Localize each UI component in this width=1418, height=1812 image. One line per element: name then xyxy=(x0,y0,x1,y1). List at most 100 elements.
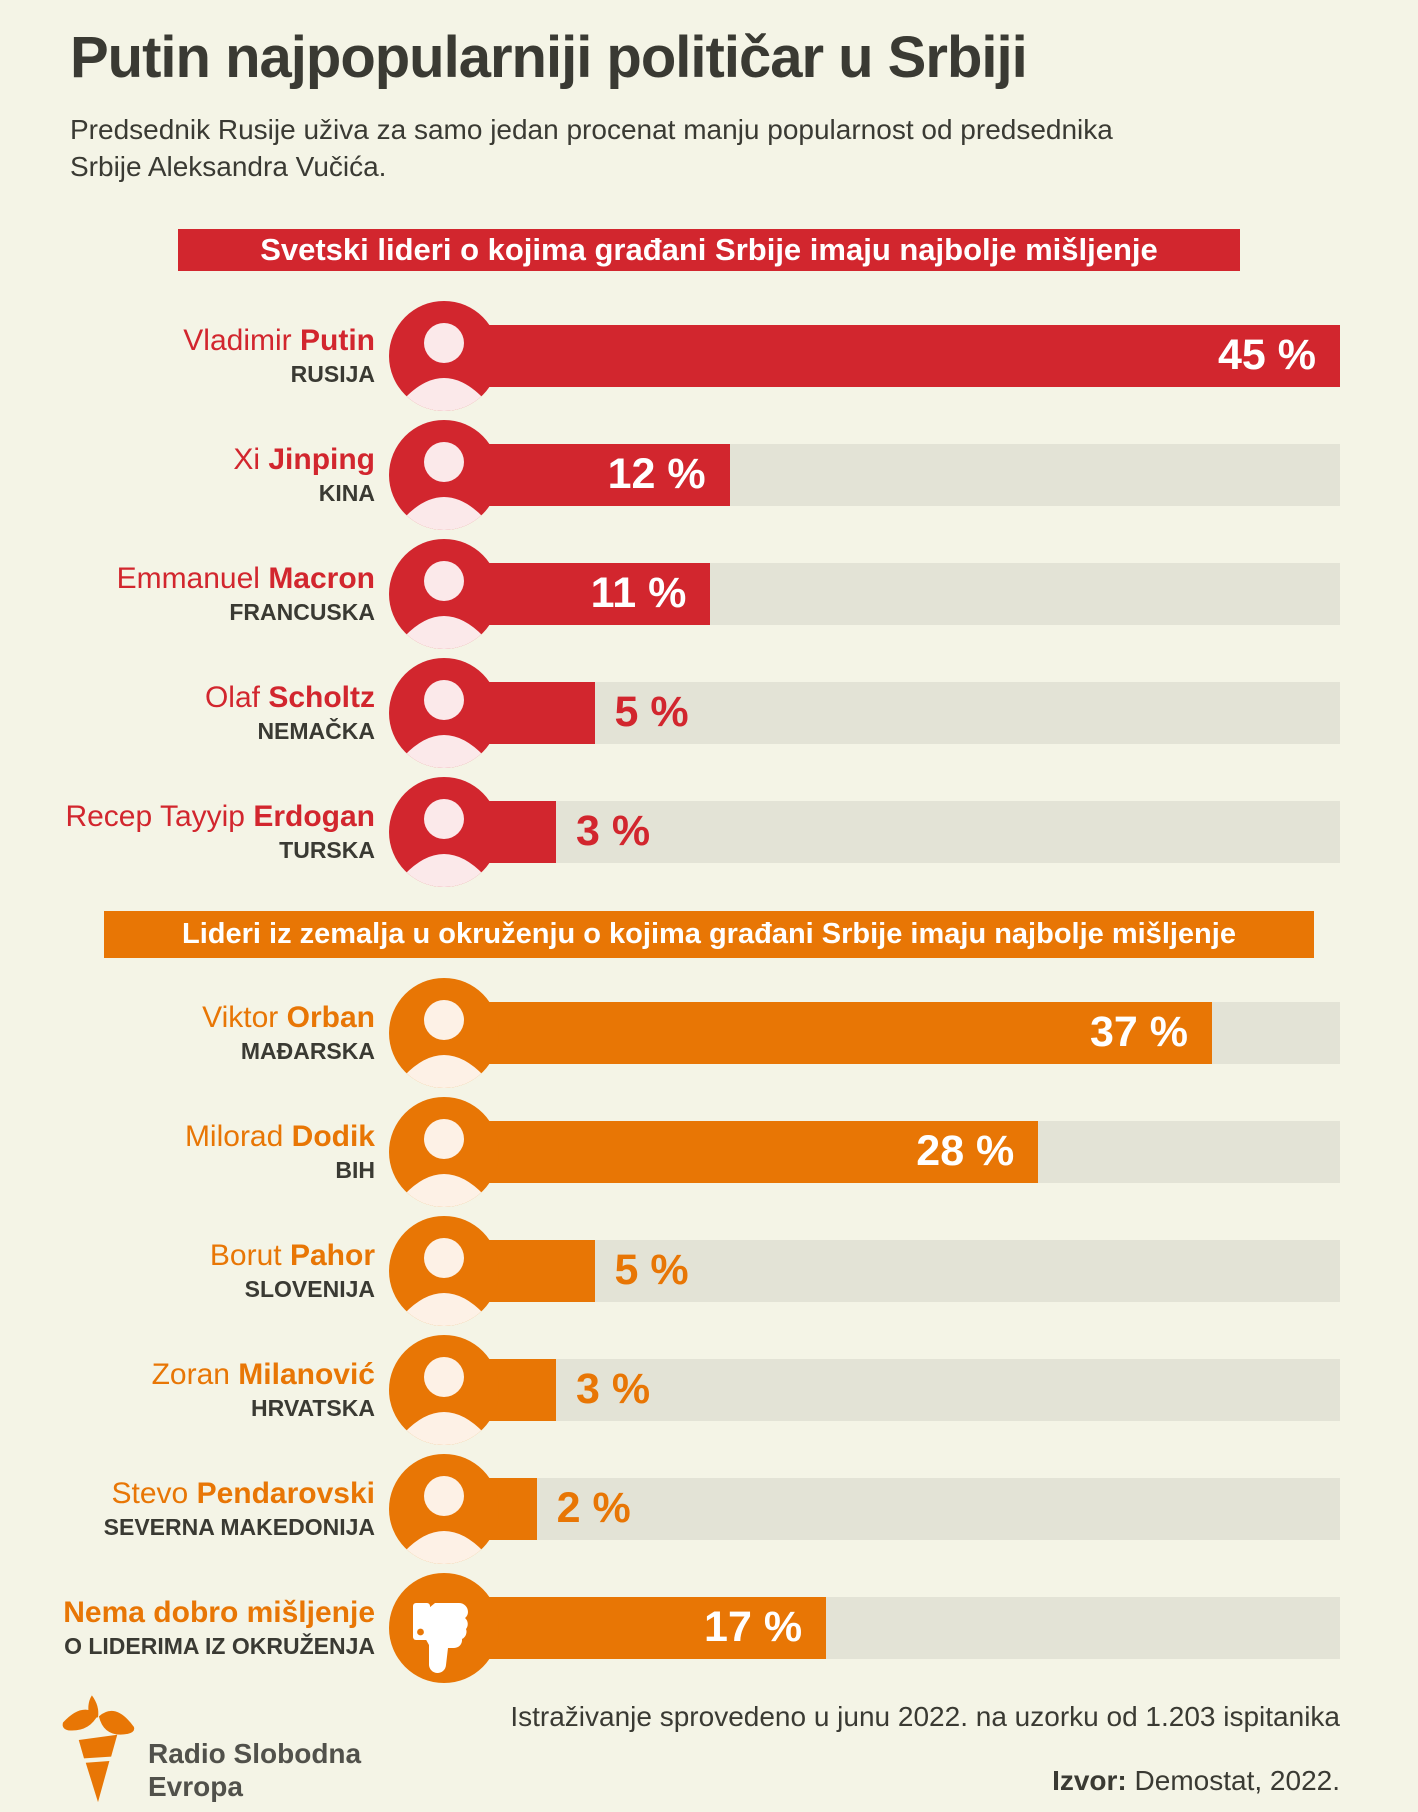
leader-name: Milorad Dodik xyxy=(184,1120,375,1154)
bar-track: 12 % xyxy=(463,443,1340,506)
bar-track: 2 % xyxy=(463,1477,1340,1540)
bar-fill: 11 % xyxy=(463,562,711,625)
source-note: Izvor: Demostat, 2022. xyxy=(510,1765,1340,1797)
no-good-opinion-row: Nema dobro mišljenje O LIDERIMA IZ OKRUŽ… xyxy=(0,1568,1418,1687)
leader-country: MAĐARSKA xyxy=(240,1037,375,1064)
leader-name: Olaf Scholtz xyxy=(204,681,375,715)
bar-track: 3 % xyxy=(463,800,1340,863)
leader-country: SEVERNA MAKEDONIJA xyxy=(103,1513,375,1540)
leader-row-putin: Vladimir Putin RUSIJA 45 % xyxy=(0,296,1418,415)
person-silhouette-icon xyxy=(404,798,484,887)
leader-row-macron: Emmanuel Macron FRANCUSKA 11 % xyxy=(0,534,1418,653)
leader-photo xyxy=(389,776,499,887)
subtitle-line-1: Predsednik Rusije uživa za samo jedan pr… xyxy=(70,113,1113,145)
leader-photo xyxy=(389,1215,499,1326)
bar-track: 5 % xyxy=(463,681,1340,744)
person-silhouette-icon xyxy=(404,1475,484,1564)
header: Putin najpopularniji političar u Srbiji … xyxy=(0,0,1418,185)
bar-track: 28 % xyxy=(463,1120,1340,1183)
bar-value-label: 45 % xyxy=(1217,331,1316,380)
leader-country: RUSIJA xyxy=(290,360,375,387)
leader-photo xyxy=(389,977,499,1088)
leader-row-erdogan: Recep Tayyip Erdogan TURSKA 3 % xyxy=(0,772,1418,891)
footer: Radio Slobodna Evropa Istraživanje sprov… xyxy=(0,1687,1418,1803)
bar-value-label: 12 % xyxy=(607,450,706,499)
page-subtitle: Predsednik Rusije uživa za samo jedan pr… xyxy=(70,111,1348,185)
bar-value-label: 17 % xyxy=(704,1603,803,1652)
bar-track: 5 % xyxy=(463,1239,1340,1302)
leader-photo xyxy=(389,419,499,530)
bar-value-label: 5 % xyxy=(614,1246,689,1295)
leader-label: Viktor Orban MAĐARSKA xyxy=(70,1001,375,1065)
thumbs-down-icon xyxy=(413,1602,468,1673)
leader-label: Stevo Pendarovski SEVERNA MAKEDONIJA xyxy=(70,1477,375,1541)
rse-torch-icon xyxy=(62,1695,135,1803)
person-silhouette-icon xyxy=(404,679,484,768)
no-good-opinion-label: Nema dobro mišljenje O LIDERIMA IZ OKRUŽ… xyxy=(63,1596,375,1660)
leader-label: Xi Jinping KINA xyxy=(70,443,375,507)
leader-name: Stevo Pendarovski xyxy=(111,1477,375,1511)
leader-country: FRANCUSKA xyxy=(229,598,375,625)
leader-name: Emmanuel Macron xyxy=(116,562,375,596)
leader-country: HRVATSKA xyxy=(251,1394,375,1421)
person-silhouette-icon xyxy=(404,1118,484,1207)
leader-photo xyxy=(389,657,499,768)
rse-logo-text: Radio Slobodna Evropa xyxy=(148,1738,362,1803)
bar-value-label: 3 % xyxy=(575,1365,651,1414)
no-good-opinion-subtitle: O LIDERIMA IZ OKRUŽENJA xyxy=(64,1632,375,1659)
world-leaders-chart: Vladimir Putin RUSIJA 45 % Xi Jinping KI… xyxy=(0,296,1418,891)
leader-country: SLOVENIJA xyxy=(244,1275,375,1302)
bar-track: 3 % xyxy=(463,1358,1340,1421)
leader-label: Zoran Milanović HRVATSKA xyxy=(70,1358,375,1422)
bar-fill: 12 % xyxy=(463,443,730,506)
bar-track: 37 % xyxy=(463,1001,1340,1064)
leader-row-dodik: Milorad Dodik BIH 28 % xyxy=(0,1092,1418,1211)
leader-country: TURSKA xyxy=(279,836,375,863)
leader-name: Vladimir Putin xyxy=(183,324,375,358)
bar-fill: 45 % xyxy=(463,324,1340,387)
person-silhouette-icon xyxy=(404,1237,484,1326)
leader-label: Milorad Dodik BIH xyxy=(70,1120,375,1184)
leader-label: Borut Pahor SLOVENIJA xyxy=(70,1239,375,1303)
leader-label: Recep Tayyip Erdogan TURSKA xyxy=(65,800,375,864)
leader-row-xi: Xi Jinping KINA 12 % xyxy=(0,415,1418,534)
bar-track: 45 % xyxy=(463,324,1340,387)
leader-row-orban: Viktor Orban MAĐARSKA 37 % xyxy=(0,973,1418,1092)
leader-row-milanovic: Zoran Milanović HRVATSKA 3 % xyxy=(0,1330,1418,1449)
section-header-world-leaders: Svetski lideri o kojima građani Srbije i… xyxy=(178,229,1240,272)
leader-label: Emmanuel Macron FRANCUSKA xyxy=(70,562,375,626)
person-silhouette-icon xyxy=(404,999,484,1088)
bar-value-label: 5 % xyxy=(614,688,689,737)
no-good-opinion-title: Nema dobro mišljenje xyxy=(63,1596,375,1630)
leader-photo xyxy=(389,1096,499,1207)
leader-country: NEMAČKA xyxy=(257,717,375,744)
bar-value-label: 2 % xyxy=(556,1484,631,1533)
footnotes: Istraživanje sprovedeno u junu 2022. na … xyxy=(510,1691,1340,1797)
leader-row-scholtz: Olaf Scholtz NEMAČKA 5 % xyxy=(0,653,1418,772)
source-value: Demostat, 2022. xyxy=(1126,1765,1340,1797)
leader-name: Borut Pahor xyxy=(209,1239,375,1273)
rse-logo: Radio Slobodna Evropa xyxy=(58,1691,361,1803)
regional-leaders-chart: Viktor Orban MAĐARSKA 37 % Milorad Dodik… xyxy=(0,973,1418,1687)
bar-value-label: 3 % xyxy=(575,807,651,856)
person-silhouette-icon xyxy=(404,322,484,411)
source-label: Izvor: xyxy=(1052,1765,1127,1797)
leader-name: Recep Tayyip Erdogan xyxy=(65,800,375,834)
leader-photo xyxy=(389,538,499,649)
section-header-regional-leaders: Lideri iz zemalja u okruženju o kojima g… xyxy=(104,911,1314,959)
bar-fill: 37 % xyxy=(463,1001,1212,1064)
subtitle-line-2: Srbije Aleksandra Vučića. xyxy=(70,151,387,183)
leader-name: Xi Jinping xyxy=(233,443,375,477)
bar-value-label: 37 % xyxy=(1089,1008,1188,1057)
leader-name: Viktor Orban xyxy=(202,1001,375,1035)
leader-row-pendarovski: Stevo Pendarovski SEVERNA MAKEDONIJA 2 % xyxy=(0,1449,1418,1568)
leader-photo xyxy=(389,300,499,411)
person-silhouette-icon xyxy=(404,441,484,530)
bar-value-label: 28 % xyxy=(916,1127,1015,1176)
survey-note: Istraživanje sprovedeno u junu 2022. na … xyxy=(510,1701,1340,1733)
person-silhouette-icon xyxy=(404,1356,484,1445)
bar-value-label: 11 % xyxy=(590,569,687,618)
bar-track: 11 % xyxy=(463,562,1340,625)
bar-fill: 17 % xyxy=(463,1596,827,1659)
